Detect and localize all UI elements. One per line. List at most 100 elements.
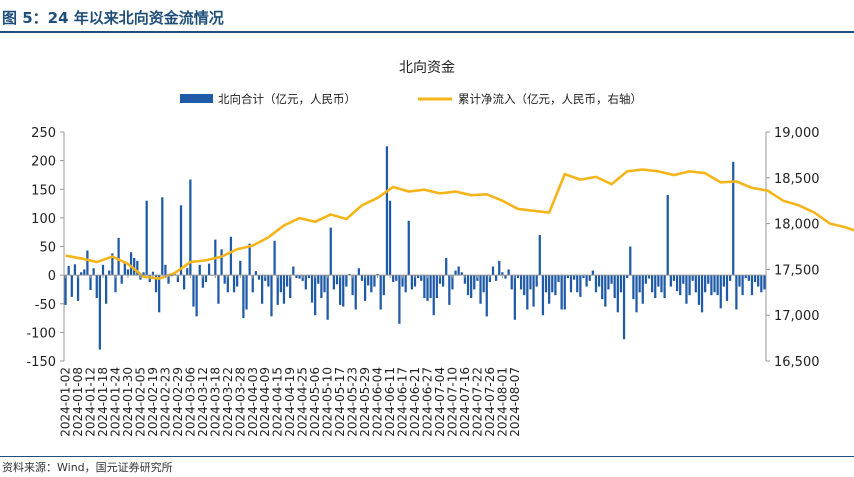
bar <box>700 275 704 313</box>
bar <box>619 275 623 293</box>
bar <box>641 275 644 304</box>
x-tick-label: 2024-04-03 <box>246 367 260 437</box>
bar <box>267 275 270 287</box>
bar <box>616 275 619 313</box>
bar <box>98 275 102 350</box>
bar <box>735 275 738 310</box>
bar <box>732 161 735 276</box>
y-left-tick-label: -150 <box>26 355 56 370</box>
bar <box>326 275 329 320</box>
bar <box>588 275 591 281</box>
bar <box>694 275 697 293</box>
bar <box>560 275 563 310</box>
bar <box>285 275 289 287</box>
bar <box>273 240 276 276</box>
bar <box>392 275 395 282</box>
bar <box>176 275 180 282</box>
legend-label-bar: 北向合计（亿元，人民币） <box>218 92 356 106</box>
bar <box>198 264 201 276</box>
bar <box>660 275 663 293</box>
bar <box>429 275 432 299</box>
bar <box>594 275 598 293</box>
bar <box>154 275 158 293</box>
cumulative-line <box>65 168 854 280</box>
bar <box>183 275 186 290</box>
bar <box>239 260 242 276</box>
y-axis-right: 16,500 17,000 17,500 18,000 18,500 19,000 <box>765 126 820 370</box>
x-tick-label: 2024-06-04 <box>371 367 385 437</box>
bar <box>757 275 760 287</box>
bar <box>363 275 367 301</box>
bar <box>170 275 173 277</box>
bar <box>535 275 538 287</box>
y-left-tick-label: -50 <box>35 298 56 313</box>
x-tick-label: 2024-07-10 <box>445 367 459 437</box>
bar <box>195 275 198 317</box>
bar <box>651 275 654 293</box>
bar <box>236 275 239 287</box>
bar <box>538 235 541 276</box>
bar <box>557 275 560 282</box>
bar <box>710 275 713 296</box>
legend-swatch-bar <box>180 94 213 103</box>
bar <box>398 275 401 324</box>
bar <box>501 272 504 276</box>
bar <box>563 275 566 310</box>
x-tick-label: 2024-08-07 <box>508 367 522 437</box>
bar <box>342 275 345 307</box>
x-tick-label: 2024-07-16 <box>458 367 472 437</box>
bar <box>279 275 282 293</box>
bar <box>519 275 523 290</box>
bar <box>151 271 155 276</box>
bar <box>367 275 370 286</box>
bar <box>753 275 757 282</box>
bar <box>548 275 551 304</box>
bar <box>242 275 245 319</box>
bar <box>329 227 332 276</box>
x-tick-label: 2024-05-06 <box>308 367 322 437</box>
bar <box>373 275 376 287</box>
bar <box>569 275 573 293</box>
bar <box>532 275 535 307</box>
bar <box>245 275 248 310</box>
bar <box>441 275 445 287</box>
bar <box>516 275 520 278</box>
bar <box>716 275 719 296</box>
x-tick-label: 2024-06-11 <box>383 367 397 437</box>
bar <box>523 275 526 296</box>
bar <box>544 275 548 293</box>
bar <box>320 275 323 299</box>
bar <box>354 275 357 310</box>
bar <box>601 275 604 300</box>
x-tick-label: 2024-01-30 <box>121 367 135 437</box>
bar <box>161 197 164 276</box>
x-tick-label: 2024-03-06 <box>183 367 197 437</box>
bar <box>622 275 626 340</box>
bar <box>189 179 192 276</box>
bar <box>551 275 554 293</box>
bar <box>417 275 420 278</box>
x-tick-label: 2024-04-15 <box>271 367 285 437</box>
bar <box>629 246 632 276</box>
x-tick-label: 2024-01-18 <box>96 367 110 437</box>
bar-series <box>64 146 766 350</box>
bar <box>744 275 747 278</box>
bar <box>488 275 492 282</box>
bar <box>663 275 666 299</box>
bar <box>498 260 501 276</box>
bar <box>111 253 114 276</box>
x-tick-label: 2024-07-26 <box>483 367 497 437</box>
bar <box>120 275 123 284</box>
bar <box>451 275 454 290</box>
bar <box>610 275 613 284</box>
y-axis-left: -150 -100 -50 0 50 100 150 200 250 <box>26 126 65 370</box>
bar <box>413 275 417 287</box>
bar <box>607 275 610 290</box>
bar <box>142 272 145 276</box>
bar <box>529 275 532 290</box>
y-right-tick-label: 17,500 <box>774 263 820 278</box>
x-tick-label: 2024-01-12 <box>84 367 98 437</box>
bar <box>376 273 379 276</box>
bar <box>126 269 130 276</box>
bar <box>223 275 226 284</box>
